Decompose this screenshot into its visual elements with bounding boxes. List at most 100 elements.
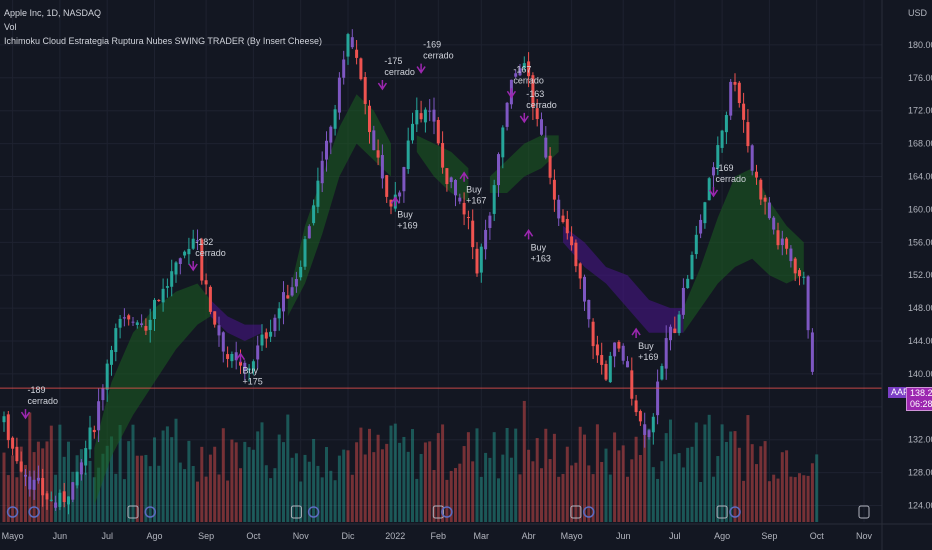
buy-signal: Buy+169 <box>390 196 418 230</box>
candle-body <box>62 491 66 503</box>
candle-body <box>286 295 290 299</box>
candle-body <box>535 108 539 120</box>
candle-body <box>380 155 384 179</box>
volume-bar <box>488 457 492 522</box>
time-tick-label: Ago <box>146 531 162 541</box>
candle-body <box>157 299 161 301</box>
last-price-value: 138.27 <box>910 388 932 398</box>
candle-body <box>264 332 268 339</box>
candle-body <box>785 238 789 249</box>
volume-bar <box>303 454 307 522</box>
candle-body <box>540 119 543 135</box>
candle-body <box>712 167 715 176</box>
time-tick-label: Mayo <box>2 531 24 541</box>
time-tick-label: Jun <box>616 531 631 541</box>
candle-body <box>475 248 479 274</box>
candle-body <box>402 167 406 192</box>
candle-body <box>720 130 724 148</box>
volume-bar <box>376 434 380 522</box>
volume-bar <box>148 466 152 522</box>
candle-body <box>333 109 337 129</box>
indicator-legend[interactable]: Ichimoku Cloud Estrategia Ruptura Nubes … <box>4 36 322 46</box>
candle-body <box>118 318 122 328</box>
candle-body <box>247 368 251 371</box>
candle-body <box>595 344 599 356</box>
candle-body <box>724 115 728 133</box>
candle-body <box>135 322 139 325</box>
signal-annotations: -189cerrado-182cerradoBuy+175-175cerrado… <box>20 40 746 420</box>
close-arrow-icon <box>708 186 719 198</box>
candle-body <box>759 179 763 200</box>
candle-body <box>634 400 638 413</box>
buy-signal: Buy+169 <box>631 327 658 362</box>
volume-legend[interactable]: Vol <box>4 22 17 32</box>
volume-bar <box>234 442 238 522</box>
signal-label: +169 <box>397 220 417 230</box>
candle-body <box>802 276 806 278</box>
volume-bar <box>548 459 552 522</box>
signal-label: cerrado <box>195 248 226 258</box>
time-axis[interactable]: Mayo Jun Jul Ago Sep Oct Nov Dic 2022 Feb Mar Abr Ma… <box>0 523 932 541</box>
buy-arrow-icon <box>631 327 641 339</box>
price-tick-label: 152.00 <box>908 270 932 280</box>
candle-body <box>621 345 625 361</box>
time-tick-label: Mayo <box>561 531 583 541</box>
symbol-tag-label: AAPL <box>891 387 915 397</box>
candle-body <box>466 217 470 219</box>
earnings-icon <box>716 505 728 519</box>
price-tick-label: 172.00 <box>908 106 932 116</box>
volume-bar <box>458 463 462 522</box>
candle-body <box>608 355 612 383</box>
volume-bar <box>342 449 346 522</box>
candle-body <box>84 448 88 466</box>
volume-bar <box>578 426 582 522</box>
volume-bar <box>406 451 410 522</box>
candle-body <box>114 328 118 352</box>
volume-bar <box>780 452 784 522</box>
volume-bar <box>282 442 285 522</box>
volume-bar <box>208 454 212 522</box>
volume-bar <box>140 455 144 522</box>
cloud-segment <box>210 299 262 342</box>
candle-body <box>479 246 483 273</box>
volume-bar <box>535 438 539 522</box>
candle-body <box>428 110 432 112</box>
volume-bar <box>415 478 419 522</box>
volume-bar <box>200 446 204 522</box>
volume-bar <box>196 481 199 522</box>
volume-bar <box>802 475 806 522</box>
volume-bar <box>312 438 316 522</box>
earnings-icon <box>570 505 582 519</box>
time-tick-label: Feb <box>431 531 447 541</box>
volume-bar <box>75 455 79 522</box>
price-tick-label: 128.00 <box>908 468 932 478</box>
candle-body <box>755 171 758 178</box>
volume-bar <box>6 475 10 522</box>
candle-body <box>806 276 810 331</box>
time-tick-label: Jul <box>669 531 681 541</box>
volume-bar <box>660 461 664 522</box>
symbol-price-tag: AAPL <box>888 387 918 398</box>
volume-bar <box>411 429 414 522</box>
signal-label: -167 <box>513 64 531 74</box>
buy-signal: Buy+167 <box>459 171 486 206</box>
candle-body <box>793 258 797 274</box>
time-tick-label: 2022 <box>385 531 405 541</box>
time-tick-label: Ago <box>714 531 730 541</box>
volume-bar <box>737 447 741 522</box>
volume-bar <box>402 436 406 522</box>
candle-body <box>161 288 165 303</box>
candle-body <box>277 308 281 319</box>
candle-body <box>544 137 548 158</box>
volume-bar <box>294 453 298 522</box>
volume-bar <box>393 423 397 522</box>
signal-label: +175 <box>243 377 263 387</box>
candle-body <box>604 363 608 380</box>
symbol-title[interactable]: Apple Inc, 1D, NASDAQ <box>4 8 102 18</box>
candle-body <box>578 263 582 279</box>
volume-bar <box>479 476 483 522</box>
volume-bar <box>574 462 578 522</box>
volume-bar <box>105 445 109 522</box>
price-axis[interactable]: 124.00128.00132.00136.00140.00144.00148.… <box>881 0 932 550</box>
